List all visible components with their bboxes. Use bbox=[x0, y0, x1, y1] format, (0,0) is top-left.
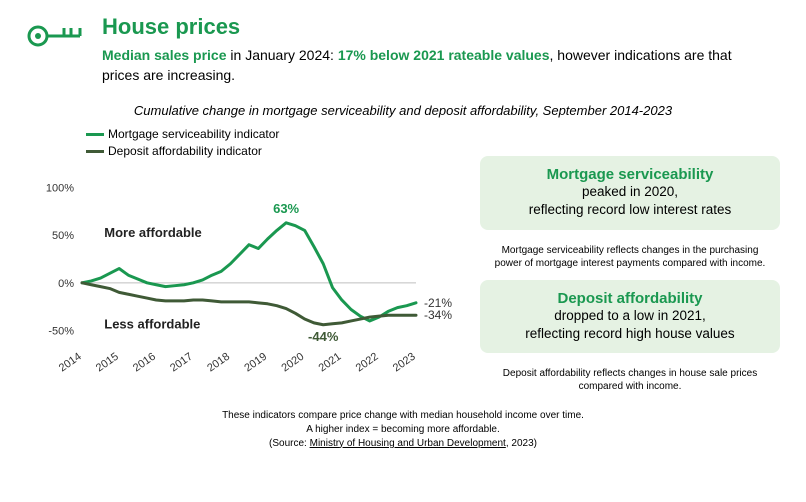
svg-text:2020: 2020 bbox=[279, 350, 306, 374]
svg-text:2014: 2014 bbox=[57, 350, 84, 374]
svg-text:50%: 50% bbox=[52, 230, 74, 242]
footer-line-2: A higher index = becoming more affordabl… bbox=[26, 423, 780, 437]
svg-text:100%: 100% bbox=[46, 182, 74, 194]
svg-text:2022: 2022 bbox=[354, 350, 381, 374]
page-title: House prices bbox=[102, 14, 742, 40]
legend-item: Deposit affordability indicator bbox=[86, 143, 466, 160]
callout-note: Deposit affordability reflects changes i… bbox=[480, 367, 780, 393]
subtitle-highlight: 17% below 2021 rateable values bbox=[338, 47, 550, 63]
source-link[interactable]: Ministry of Housing and Urban Developmen… bbox=[310, 438, 506, 449]
svg-text:2015: 2015 bbox=[94, 350, 121, 374]
svg-text:63%: 63% bbox=[273, 201, 299, 216]
svg-text:2021: 2021 bbox=[317, 350, 344, 374]
footer-line-1: These indicators compare price change wi… bbox=[26, 409, 780, 423]
legend-label: Mortgage serviceability indicator bbox=[108, 126, 279, 143]
chart-title: Cumulative change in mortgage serviceabi… bbox=[26, 103, 780, 118]
chart-area: Mortgage serviceability indicatorDeposit… bbox=[26, 126, 466, 399]
callouts: Mortgage serviceabilitypeaked in 2020,re… bbox=[480, 126, 780, 399]
subtitle-mid: in January 2024: bbox=[227, 47, 338, 63]
legend-label: Deposit affordability indicator bbox=[108, 143, 262, 160]
footer-source: (Source: Ministry of Housing and Urban D… bbox=[26, 437, 780, 451]
callout-box: Mortgage serviceabilitypeaked in 2020,re… bbox=[480, 156, 780, 229]
header-text: House prices Median sales price in Janua… bbox=[102, 14, 742, 85]
svg-text:2023: 2023 bbox=[391, 350, 418, 374]
svg-text:0%: 0% bbox=[58, 278, 74, 290]
callout-body: peaked in 2020,reflecting record low int… bbox=[494, 183, 766, 219]
callout-title: Mortgage serviceability bbox=[494, 166, 766, 183]
svg-text:2017: 2017 bbox=[168, 350, 195, 374]
subtitle-prefix: Median sales price bbox=[102, 47, 227, 63]
legend-swatch bbox=[86, 150, 104, 153]
legend-item: Mortgage serviceability indicator bbox=[86, 126, 466, 143]
legend: Mortgage serviceability indicatorDeposit… bbox=[86, 126, 466, 160]
callout-body: dropped to a low in 2021,reflecting reco… bbox=[494, 307, 766, 343]
svg-text:Less affordable: Less affordable bbox=[104, 316, 200, 331]
line-chart: -50% 0% 50% 100% 2014 2015 2016 2017 2018 2019 202… bbox=[26, 164, 466, 394]
header: House prices Median sales price in Janua… bbox=[26, 14, 780, 85]
callout-note: Mortgage serviceability reflects changes… bbox=[480, 244, 780, 270]
key-icon bbox=[26, 18, 86, 59]
legend-swatch bbox=[86, 133, 104, 136]
svg-text:2016: 2016 bbox=[131, 350, 158, 374]
svg-text:More affordable: More affordable bbox=[104, 225, 202, 240]
svg-text:-44%: -44% bbox=[308, 329, 339, 344]
callout-title: Deposit affordability bbox=[494, 290, 766, 307]
footer: These indicators compare price change wi… bbox=[26, 409, 780, 451]
svg-text:2019: 2019 bbox=[242, 350, 269, 374]
svg-text:2018: 2018 bbox=[205, 350, 232, 374]
svg-text:-34%: -34% bbox=[424, 308, 452, 322]
subtitle: Median sales price in January 2024: 17% … bbox=[102, 46, 742, 85]
callout-box: Deposit affordabilitydropped to a low in… bbox=[480, 280, 780, 353]
svg-text:-50%: -50% bbox=[48, 325, 74, 337]
